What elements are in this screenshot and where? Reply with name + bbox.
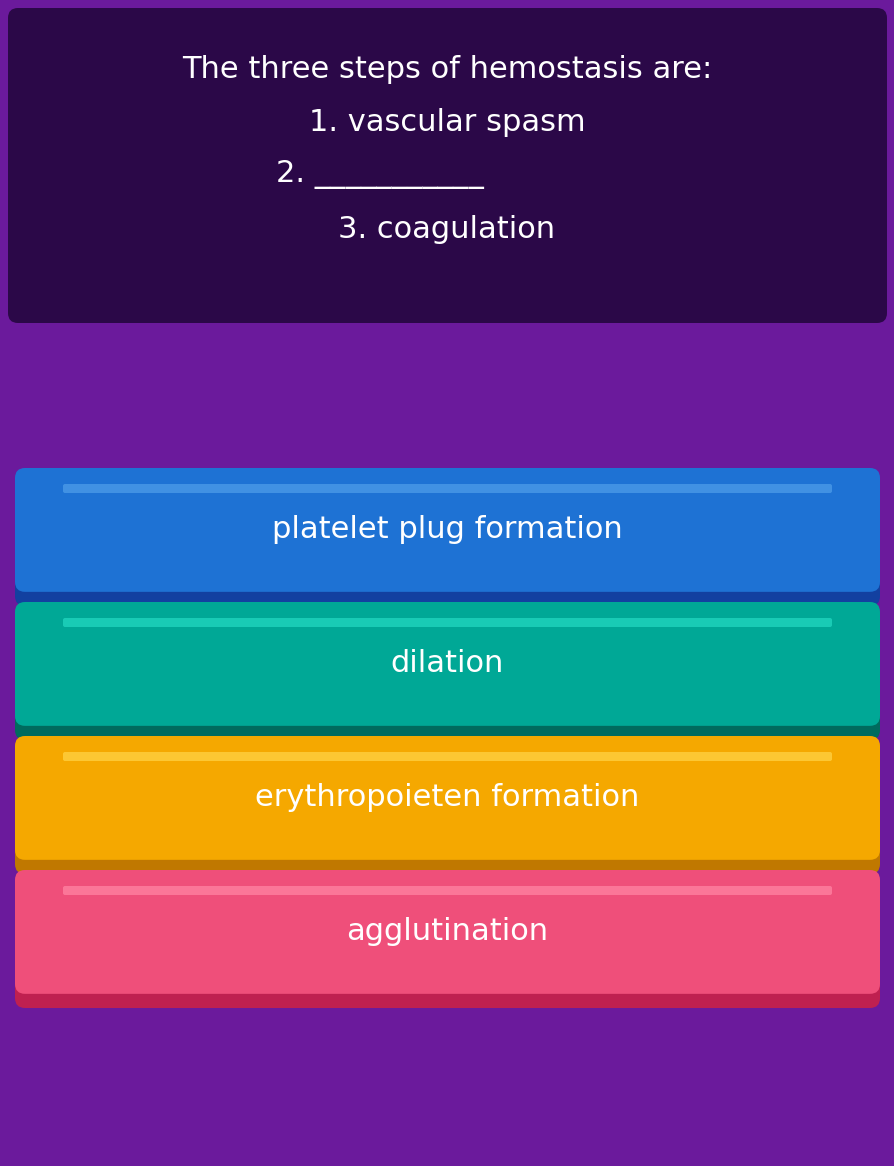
- Text: 3. coagulation: 3. coagulation: [338, 215, 555, 244]
- Text: platelet plug formation: platelet plug formation: [272, 515, 622, 545]
- Text: dilation: dilation: [391, 649, 503, 679]
- Text: agglutination: agglutination: [346, 918, 548, 947]
- FancyBboxPatch shape: [15, 870, 879, 993]
- FancyBboxPatch shape: [15, 736, 879, 859]
- FancyBboxPatch shape: [15, 483, 879, 606]
- FancyBboxPatch shape: [15, 468, 879, 592]
- FancyBboxPatch shape: [15, 616, 879, 740]
- FancyBboxPatch shape: [15, 750, 879, 874]
- FancyBboxPatch shape: [8, 8, 886, 323]
- Text: 2. ___________: 2. ___________: [275, 160, 484, 189]
- Text: The three steps of hemostasis are:: The three steps of hemostasis are:: [181, 55, 712, 84]
- Text: 1. vascular spasm: 1. vascular spasm: [308, 108, 585, 136]
- Text: erythropoieten formation: erythropoieten formation: [255, 784, 639, 813]
- FancyBboxPatch shape: [63, 886, 831, 895]
- FancyBboxPatch shape: [63, 618, 831, 627]
- FancyBboxPatch shape: [15, 602, 879, 726]
- FancyBboxPatch shape: [63, 752, 831, 761]
- FancyBboxPatch shape: [15, 884, 879, 1007]
- FancyBboxPatch shape: [63, 484, 831, 493]
